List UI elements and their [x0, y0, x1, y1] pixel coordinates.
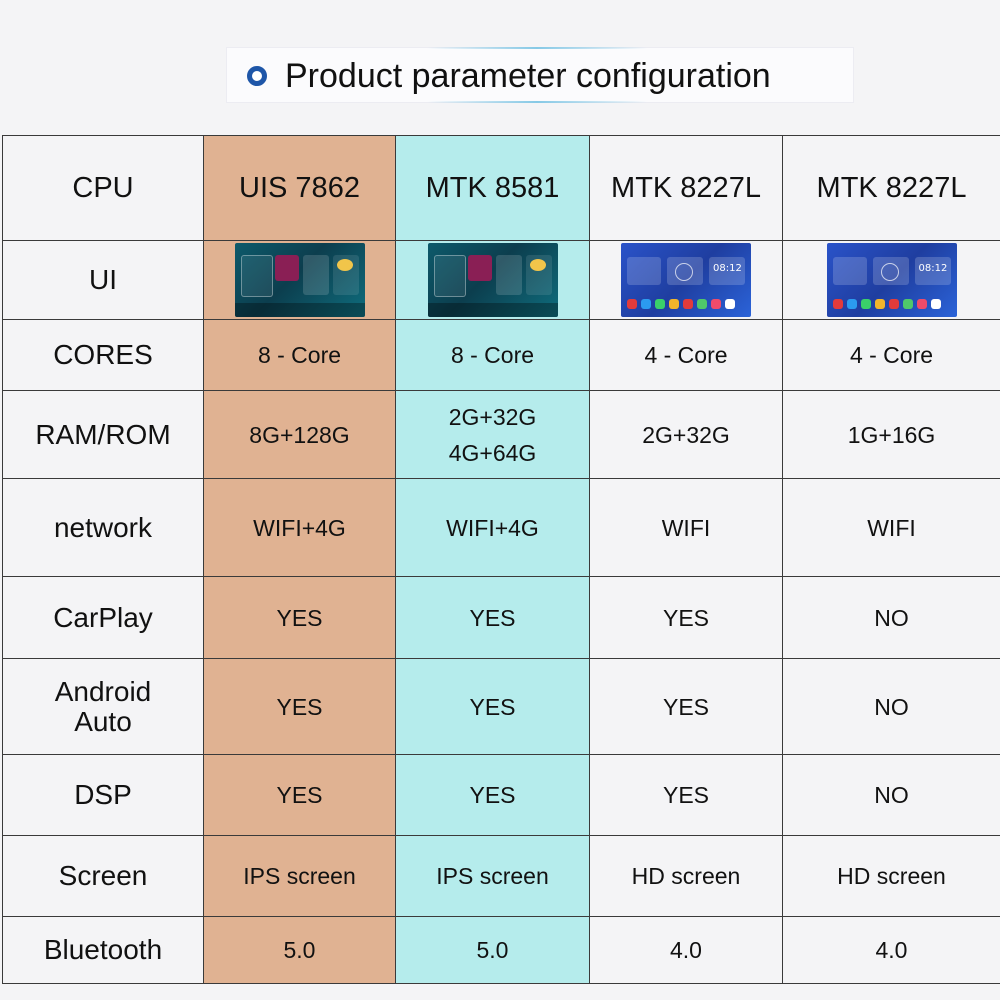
- page-title: Product parameter configuration: [285, 57, 771, 95]
- table-row: CORES 8 - Core 8 - Core 4 - Core 4 - Cor…: [2, 319, 1000, 391]
- ui-screenshot-image: 08:12: [621, 243, 751, 317]
- cell: YES: [203, 658, 396, 755]
- header-cell: MTK 8581: [395, 135, 590, 241]
- row-label: UI: [2, 240, 204, 320]
- cell: YES: [395, 658, 590, 755]
- cell: IPS screen: [203, 835, 396, 917]
- cell: 5.0: [395, 916, 590, 984]
- spec-table: CPU UIS 7862 MTK 8581 MTK 8227L MTK 8227…: [2, 135, 1000, 984]
- table-row: DSP YES YES YES NO: [2, 754, 1000, 836]
- cell: 2G+32G 4G+64G: [395, 390, 590, 479]
- table-row: Bluetooth 5.0 5.0 4.0 4.0: [2, 916, 1000, 984]
- cell: HD screen: [782, 835, 1000, 917]
- row-label: Bluetooth: [2, 916, 204, 984]
- table-row: network WIFI+4G WIFI+4G WIFI WIFI: [2, 478, 1000, 577]
- cell: WIFI+4G: [395, 478, 590, 577]
- cell: WIFI: [782, 478, 1000, 577]
- ui-screenshot-image: [427, 243, 558, 317]
- row-label: network: [2, 478, 204, 577]
- cell: NO: [782, 576, 1000, 659]
- header-cell: MTK 8227L: [589, 135, 783, 241]
- ui-screenshot-image: 08:12: [826, 243, 957, 317]
- cell: WIFI: [589, 478, 783, 577]
- table-row: RAM/ROM 8G+128G 2G+32G 4G+64G 2G+32G 1G+…: [2, 390, 1000, 479]
- cell: NO: [782, 754, 1000, 836]
- cell: IPS screen: [395, 835, 590, 917]
- cell: 8 - Core: [203, 319, 396, 391]
- cell: YES: [203, 754, 396, 836]
- cell: NO: [782, 658, 1000, 755]
- cell: 2G+32G: [589, 390, 783, 479]
- row-label: Android Auto: [2, 658, 204, 755]
- header-cell: UIS 7862: [203, 135, 396, 241]
- cell: 1G+16G: [782, 390, 1000, 479]
- cell: 8G+128G: [203, 390, 396, 479]
- header-cell: MTK 8227L: [782, 135, 1000, 241]
- cell: 5.0: [203, 916, 396, 984]
- table-row: CarPlay YES YES YES NO: [2, 576, 1000, 659]
- table-row: Screen IPS screen IPS screen HD screen H…: [2, 835, 1000, 917]
- cell: 4.0: [589, 916, 783, 984]
- cell: WIFI+4G: [203, 478, 396, 577]
- cell: 8 - Core: [395, 319, 590, 391]
- row-label: CarPlay: [2, 576, 204, 659]
- row-label: Screen: [2, 835, 204, 917]
- cell: YES: [589, 754, 783, 836]
- table-row-cpu: CPU UIS 7862 MTK 8581 MTK 8227L MTK 8227…: [2, 135, 1000, 241]
- row-label: RAM/ROM: [2, 390, 204, 479]
- cell: 4 - Core: [589, 319, 783, 391]
- cell: YES: [203, 576, 396, 659]
- cell: 4 - Core: [782, 319, 1000, 391]
- cell: HD screen: [589, 835, 783, 917]
- table-row: Android Auto YES YES YES NO: [2, 658, 1000, 755]
- cell: YES: [589, 658, 783, 755]
- row-label: DSP: [2, 754, 204, 836]
- cell: YES: [589, 576, 783, 659]
- bullet-circle-icon: [247, 66, 267, 86]
- cell: YES: [395, 754, 590, 836]
- ui-screenshot-image: [234, 243, 365, 317]
- table-row-ui: UI 08:12: [2, 240, 1000, 320]
- row-label: CORES: [2, 319, 204, 391]
- cell: YES: [395, 576, 590, 659]
- row-label: CPU: [2, 135, 204, 241]
- cell: 4.0: [782, 916, 1000, 984]
- title-bar: Product parameter configuration: [226, 47, 854, 103]
